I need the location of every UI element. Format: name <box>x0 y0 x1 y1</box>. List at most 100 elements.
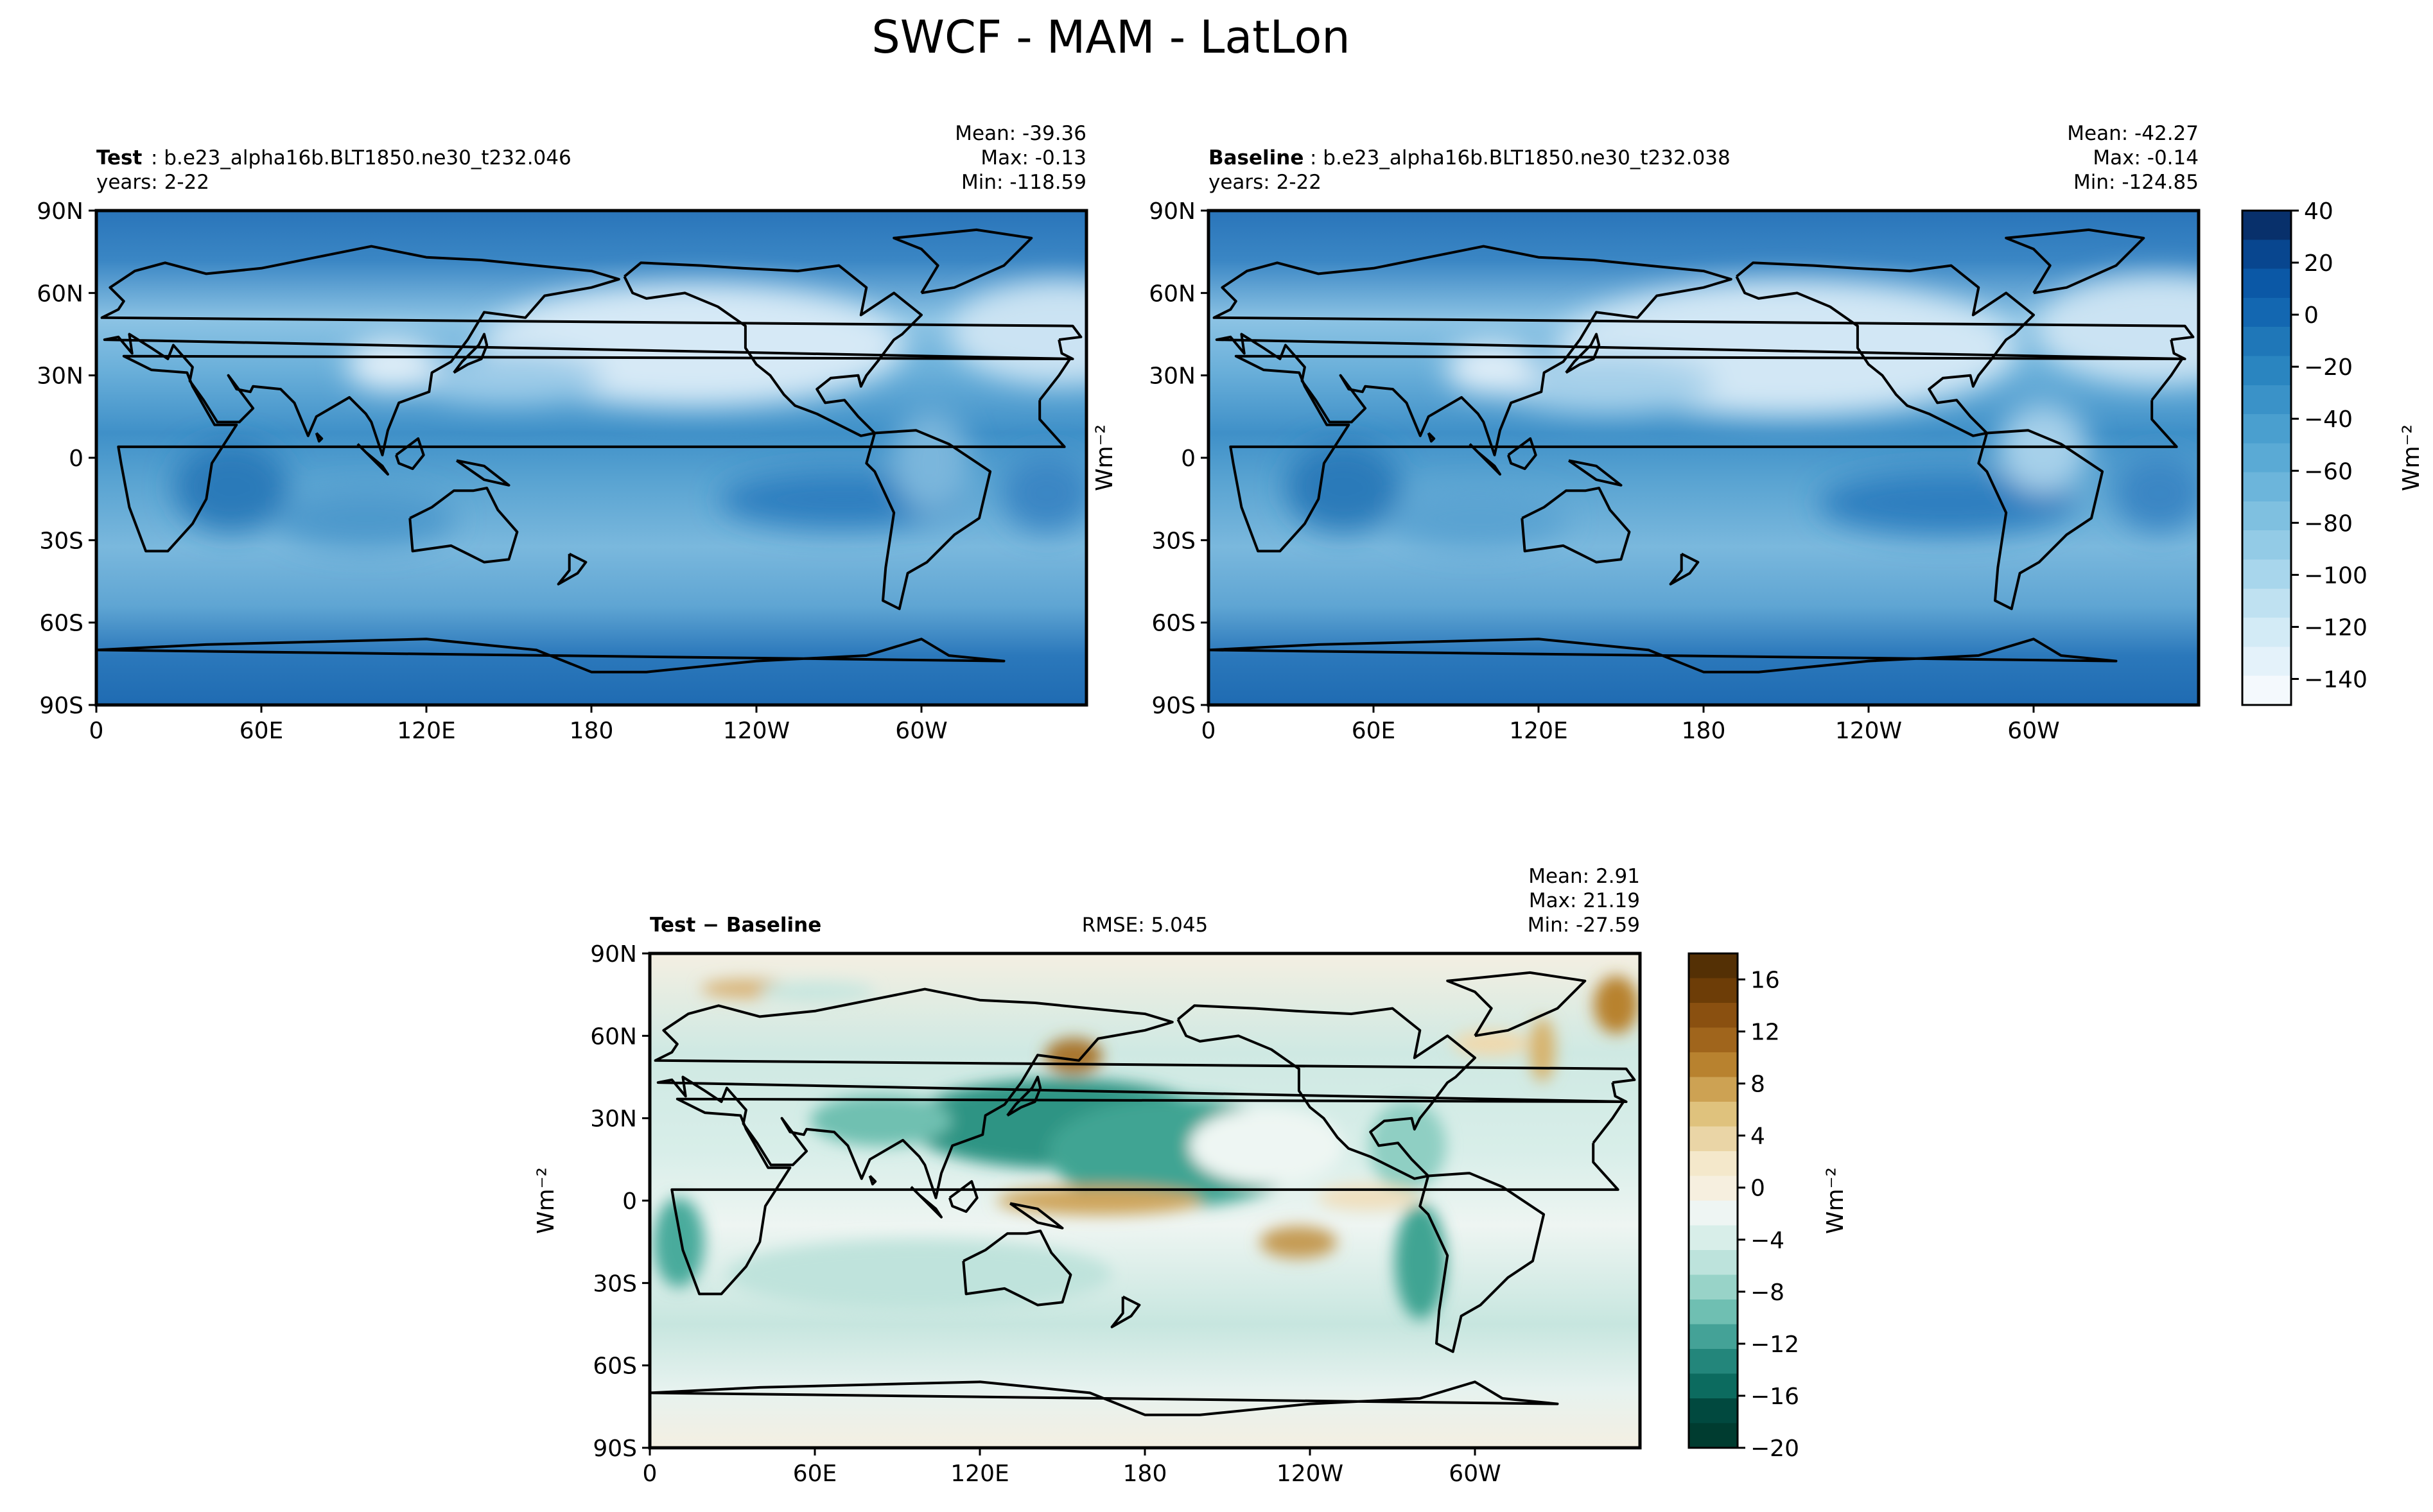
panel-years: years: 2-22 <box>96 171 209 194</box>
colorbar-tick-label: 12 <box>1750 1020 1780 1046</box>
coastline <box>1521 487 1631 564</box>
map-field <box>96 211 1086 705</box>
colorbar-tick-label: −12 <box>1750 1332 1799 1358</box>
colorbar-tick-label: 0 <box>2304 302 2319 329</box>
lon-axis: 0 60E 120E 180 120W 60W <box>89 705 948 744</box>
colorbar-diff-fill <box>1689 953 1738 1448</box>
lon-tick-label: 180 <box>1123 1461 1167 1487</box>
colorbar-diff: 16 12 8 4 0 −4 −8 −12 −16 −20 Wm⁻² <box>1687 952 1849 1462</box>
lat-tick-label: 60N <box>590 1023 637 1050</box>
coastline <box>408 487 519 564</box>
land-outlines <box>96 228 1083 673</box>
coastline <box>962 1230 1072 1307</box>
coastline <box>315 432 324 443</box>
colorbar-tick-label: 40 <box>2304 198 2333 225</box>
map-field <box>650 953 1640 1448</box>
coastline <box>1567 459 1623 487</box>
lat-tick-label: 60S <box>39 611 83 637</box>
stat-mean: Mean: -42.27 <box>2067 122 2199 145</box>
colorbar-top-ticks: 40 20 0 −20 −40 −60 −80 −100 −120 −140 <box>2291 198 2368 693</box>
map-panel-baseline: Baseline : b.e23_alpha16b.BLT1850.ne30_t… <box>1092 122 2201 744</box>
colorbar-tick-label: 4 <box>1750 1124 1765 1150</box>
lat-tick-label: 90N <box>590 941 637 968</box>
lat-tick-label: 30N <box>1149 363 1196 390</box>
stat-max: Max: -0.14 <box>2093 146 2199 169</box>
coastline <box>670 1097 1625 1296</box>
lat-tick-label: 90S <box>1151 693 1196 719</box>
coastline <box>1009 1202 1064 1230</box>
coastline <box>1212 245 2195 456</box>
coastline <box>455 459 510 487</box>
colorbar-diff-label: Wm⁻² <box>1822 1167 1849 1234</box>
coastline <box>650 1380 1559 1416</box>
colorbar-tick-label: −120 <box>2304 614 2368 641</box>
coastline <box>1427 432 1436 443</box>
panel-label-bold: Baseline <box>1208 146 1304 169</box>
colorbar-tick-label: −20 <box>2304 354 2353 381</box>
coastline <box>117 354 1072 553</box>
coastline <box>557 552 588 586</box>
lon-tick-label: 60W <box>1449 1461 1501 1487</box>
colorbar-tick-label: −16 <box>1750 1384 1799 1410</box>
lat-axis: 90N 60N 30N 0 30S 60S 90S <box>1149 198 1208 719</box>
stat-mean: Mean: -39.36 <box>955 122 1086 145</box>
coastline <box>453 333 489 374</box>
colorbar-tick-label: −80 <box>2304 510 2353 537</box>
coastline <box>1446 971 1587 1038</box>
stat-min: Min: -118.59 <box>961 171 1086 194</box>
colorbar-tick-label: 20 <box>2304 250 2333 277</box>
coastline <box>1669 552 1700 586</box>
colorbar-top-frame <box>2241 209 2292 706</box>
panel-label-case: : b.e23_alpha16b.BLT1850.ne30_t232.038 <box>1310 146 1731 169</box>
lon-tick-label: 60W <box>895 718 947 744</box>
lat-tick-label: 30S <box>39 528 83 554</box>
lon-axis: 0 60E 120E 180 120W 60W <box>643 1448 1501 1487</box>
colorbar-tick-label: −100 <box>2304 562 2368 589</box>
colorbar-tick-label: 0 <box>1750 1176 1765 1202</box>
stat-mean: Mean: 2.91 <box>1528 865 1640 888</box>
colorbar-tick-label: 16 <box>1750 968 1780 994</box>
colorbar-top: 40 20 0 −20 −40 −60 −80 −100 −120 −140 Wm⁻² <box>2241 198 2425 706</box>
lon-tick-label: 0 <box>643 1461 658 1487</box>
lon-tick-label: 120W <box>1277 1461 1343 1487</box>
land-outlines <box>1208 228 2195 673</box>
coastline <box>1229 354 2184 553</box>
coastline <box>623 261 923 437</box>
lat-tick-label: 60S <box>593 1353 637 1380</box>
land-outlines <box>650 971 1636 1416</box>
colorbar-tick-label: −140 <box>2304 666 2368 693</box>
lat-tick-label: 30N <box>37 363 83 390</box>
panel-label-case: : b.e23_alpha16b.BLT1850.ne30_t232.046 <box>151 146 571 169</box>
field-features <box>173 281 1086 548</box>
coastline <box>1176 1004 1476 1180</box>
lat-tick-label: 0 <box>69 446 83 472</box>
coastline <box>865 429 992 611</box>
lon-tick-label: 120E <box>397 718 455 744</box>
lon-tick-label: 180 <box>1682 718 1726 744</box>
map-field <box>1208 211 2199 705</box>
lon-tick-label: 60E <box>793 1461 837 1487</box>
panel-years: years: 2-22 <box>1208 171 1321 194</box>
coastline <box>2005 228 2145 295</box>
lat-axis: 90N 60N 30N 0 30S 60S 90S <box>590 941 650 1462</box>
coastline <box>100 245 1083 456</box>
coastline <box>654 987 1636 1199</box>
coastline <box>1469 443 1501 476</box>
lat-tick-label: 60N <box>37 281 83 307</box>
lon-tick-label: 120E <box>950 1461 1009 1487</box>
coastline <box>395 437 425 471</box>
colorbar-top-fill <box>2242 211 2291 705</box>
panel-label-bold: Test <box>96 146 143 169</box>
panel-label-bold: Test − Baseline <box>650 914 821 937</box>
coastline <box>356 443 389 476</box>
colorbar-tick-label: 8 <box>1750 1072 1765 1098</box>
lon-tick-label: 120W <box>1835 718 1902 744</box>
lon-tick-label: 60E <box>240 718 284 744</box>
lat-tick-label: 60S <box>1151 611 1196 637</box>
coastline <box>1208 638 2118 673</box>
lon-tick-label: 0 <box>1201 718 1216 744</box>
lat-tick-label: 0 <box>622 1188 637 1215</box>
coastline <box>1507 437 1537 471</box>
coastline <box>96 638 1006 673</box>
